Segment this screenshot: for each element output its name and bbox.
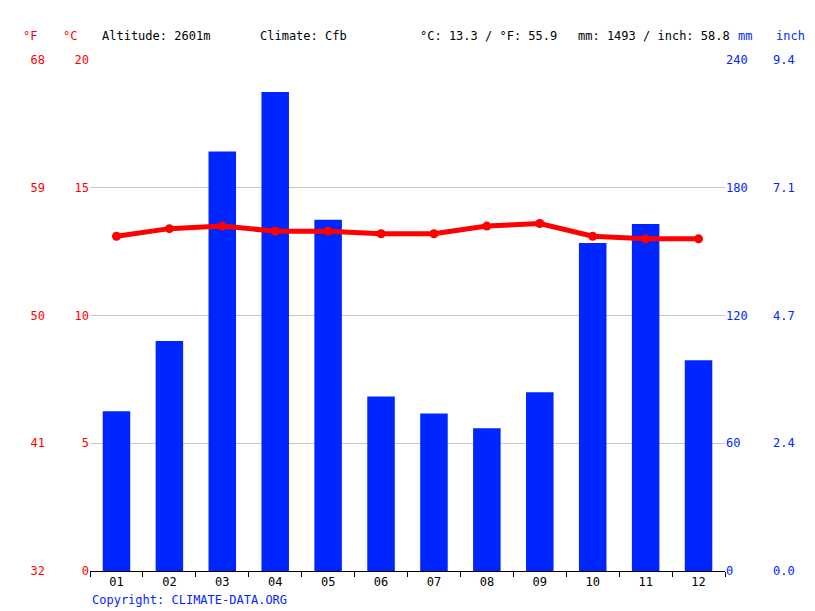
svg-text:120: 120 (726, 309, 748, 323)
svg-text:05: 05 (321, 575, 335, 589)
svg-text:09: 09 (533, 575, 547, 589)
svg-text:60: 60 (726, 436, 740, 450)
svg-text:32: 32 (31, 564, 45, 578)
svg-text:04: 04 (268, 575, 282, 589)
svg-text:50: 50 (31, 309, 45, 323)
svg-text:4.7: 4.7 (773, 309, 795, 323)
svg-text:Altitude: 2601m: Altitude: 2601m (102, 29, 210, 43)
svg-text:11: 11 (638, 575, 652, 589)
svg-text:20: 20 (75, 53, 89, 67)
svg-text:mm: 1493 / inch: 58.8: mm: 1493 / inch: 58.8 (578, 29, 730, 43)
svg-text:12: 12 (691, 575, 705, 589)
svg-text:240: 240 (726, 53, 748, 67)
svg-text:0: 0 (82, 564, 89, 578)
svg-text:15: 15 (75, 181, 89, 195)
svg-text:01: 01 (109, 575, 123, 589)
svg-text:68: 68 (31, 53, 45, 67)
svg-text:mm: mm (738, 29, 752, 43)
svg-text:41: 41 (31, 436, 45, 450)
svg-text:59: 59 (31, 181, 45, 195)
svg-text:07: 07 (427, 575, 441, 589)
svg-text:02: 02 (162, 575, 176, 589)
svg-text:10: 10 (585, 575, 599, 589)
svg-text:2.4: 2.4 (773, 436, 795, 450)
svg-text:7.1: 7.1 (773, 181, 795, 195)
svg-text:06: 06 (374, 575, 388, 589)
svg-text:180: 180 (726, 181, 748, 195)
svg-text:°C: °C (63, 29, 77, 43)
svg-text:Climate: Cfb: Climate: Cfb (260, 29, 347, 43)
svg-text:9.4: 9.4 (773, 53, 795, 67)
svg-text:Copyright: CLIMATE-DATA.ORG: Copyright: CLIMATE-DATA.ORG (92, 593, 287, 607)
svg-text:°C: 13.3 / °F: 55.9: °C: 13.3 / °F: 55.9 (420, 29, 557, 43)
svg-text:10: 10 (75, 309, 89, 323)
svg-text:°F: °F (23, 29, 37, 43)
svg-text:inch: inch (776, 29, 805, 43)
svg-text:0.0: 0.0 (773, 564, 795, 578)
svg-text:03: 03 (215, 575, 229, 589)
svg-text:08: 08 (480, 575, 494, 589)
svg-text:0: 0 (726, 564, 733, 578)
svg-text:5: 5 (82, 436, 89, 450)
